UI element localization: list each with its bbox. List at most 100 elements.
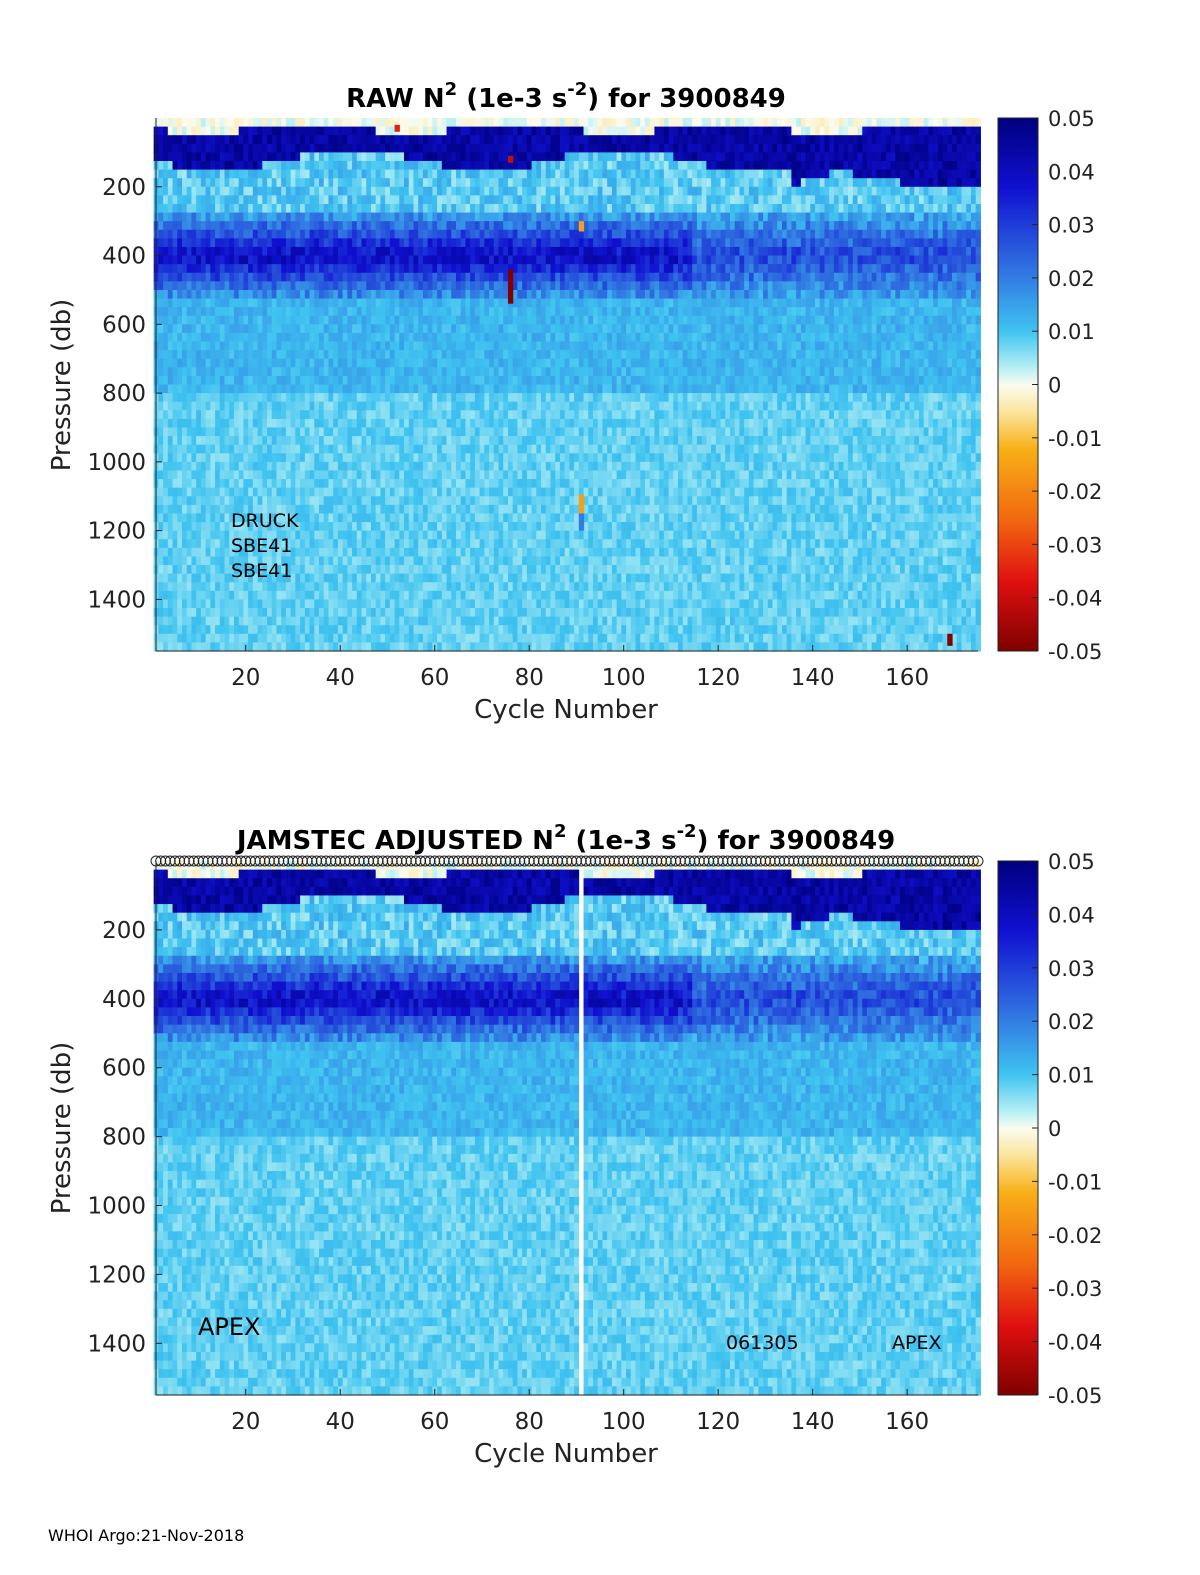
heatmap-cell — [253, 281, 258, 290]
heatmap-cell — [432, 453, 437, 462]
heatmap-cell — [333, 617, 338, 626]
heatmap-cell — [206, 393, 211, 402]
heatmap-cell — [503, 135, 508, 144]
heatmap-cell — [286, 350, 291, 359]
heatmap-cell — [461, 488, 466, 497]
heatmap-cell — [465, 195, 470, 204]
heatmap-cell — [229, 634, 234, 643]
heatmap-cell — [451, 419, 456, 428]
heatmap-cell — [385, 462, 390, 471]
heatmap-cell — [395, 591, 400, 600]
heatmap-cell — [390, 264, 395, 273]
heatmap-cell — [286, 307, 291, 316]
heatmap-cell — [196, 548, 201, 557]
heatmap-cell — [343, 505, 348, 514]
heatmap-cell — [352, 350, 357, 359]
heatmap-cell — [191, 230, 196, 239]
heatmap-cell — [447, 565, 452, 574]
heatmap-cell — [385, 419, 390, 428]
heatmap-cell — [314, 393, 319, 402]
heatmap-cell — [352, 591, 357, 600]
heatmap-cell — [310, 264, 315, 273]
heatmap-cell — [413, 316, 418, 325]
heatmap-cell — [191, 367, 196, 376]
heatmap-cell — [456, 402, 461, 411]
heatmap-cell — [300, 342, 305, 351]
heatmap-cell — [291, 247, 296, 256]
heatmap-cell — [163, 178, 168, 187]
heatmap-cell — [324, 247, 329, 256]
heatmap-cell — [343, 625, 348, 634]
heatmap-cell — [404, 402, 409, 411]
heatmap-cell — [494, 187, 499, 196]
heatmap-cell — [343, 393, 348, 402]
heatmap-cell — [262, 350, 267, 359]
heatmap-cell — [272, 221, 277, 230]
heatmap-cell — [465, 539, 470, 548]
heatmap-cell — [201, 462, 206, 471]
heatmap-cell — [243, 342, 248, 351]
heatmap-cell — [413, 273, 418, 282]
heatmap-cell — [503, 152, 508, 161]
heatmap-cell — [158, 367, 163, 376]
heatmap-cell — [291, 204, 296, 213]
heatmap-cell — [404, 299, 409, 308]
heatmap-cell — [362, 307, 367, 316]
heatmap-cell — [508, 548, 513, 557]
heatmap-cell — [418, 522, 423, 531]
heatmap-cell — [442, 367, 447, 376]
heatmap-cell — [225, 161, 230, 170]
heatmap-cell — [470, 642, 475, 651]
heatmap-cell — [517, 393, 522, 402]
heatmap-cell — [432, 539, 437, 548]
heatmap-cell — [404, 574, 409, 583]
heatmap-cell — [399, 445, 404, 454]
heatmap-cell — [527, 230, 532, 239]
heatmap-cell — [300, 496, 305, 505]
heatmap-cell — [295, 393, 300, 402]
heatmap-cell — [272, 290, 277, 299]
heatmap-cell — [395, 599, 400, 608]
heatmap-cell — [366, 385, 371, 394]
heatmap-cell — [239, 161, 244, 170]
heatmap-cell — [177, 152, 182, 161]
heatmap-cell — [253, 393, 258, 402]
heatmap-cell — [243, 599, 248, 608]
heatmap-cell — [385, 436, 390, 445]
heatmap-cell — [362, 273, 367, 282]
heatmap-cell — [305, 342, 310, 351]
heatmap-cell — [366, 281, 371, 290]
heatmap-cell — [418, 393, 423, 402]
heatmap-cell — [508, 402, 513, 411]
heatmap-cell — [173, 513, 178, 522]
heatmap-cell — [234, 135, 239, 144]
heatmap-cell — [442, 625, 447, 634]
heatmap-cell — [423, 316, 428, 325]
heatmap-cell — [191, 127, 196, 136]
heatmap-cell — [442, 144, 447, 153]
heatmap-cell — [461, 625, 466, 634]
heatmap-cell — [423, 238, 428, 247]
heatmap-cell — [215, 539, 220, 548]
heatmap-cell — [163, 505, 168, 514]
heatmap-cell — [286, 608, 291, 617]
heatmap-cell — [489, 187, 494, 196]
heatmap-cell — [513, 290, 518, 299]
heatmap-cell — [305, 204, 310, 213]
heatmap-cell — [248, 436, 253, 445]
heatmap-cell — [508, 574, 513, 583]
heatmap-cell — [447, 144, 452, 153]
heatmap-cell — [324, 565, 329, 574]
heatmap-cell — [366, 470, 371, 479]
heatmap-cell — [281, 617, 286, 626]
heatmap-cell — [347, 135, 352, 144]
heatmap-cell — [295, 170, 300, 179]
heatmap-cell — [532, 213, 537, 222]
heatmap-cell — [225, 273, 230, 282]
heatmap-cell — [357, 178, 362, 187]
heatmap-cell — [385, 213, 390, 222]
heatmap-cell — [404, 539, 409, 548]
heatmap-cell — [276, 462, 281, 471]
heatmap-cell — [158, 608, 163, 617]
heatmap-cell — [347, 393, 352, 402]
